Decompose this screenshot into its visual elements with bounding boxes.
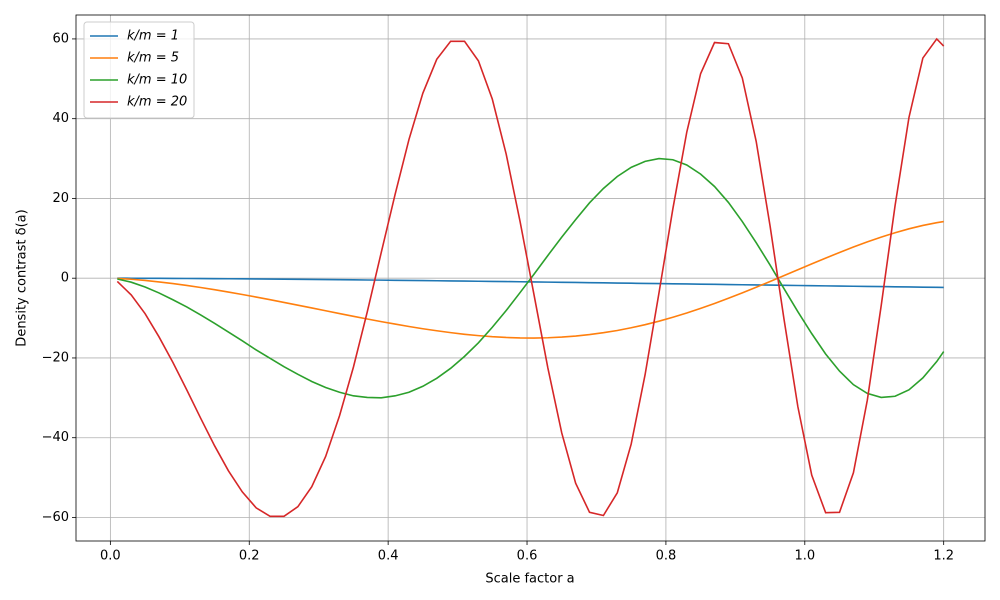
x-tick-label: 0.8: [656, 549, 677, 564]
y-tick-label: 20: [52, 191, 69, 206]
series-line: [117, 220, 944, 339]
x-tick-label: 0.4: [378, 549, 399, 564]
y-axis-label: Density contrast δ(a): [15, 209, 30, 346]
legend-label: k/m = 1: [127, 29, 179, 44]
plot-frame: [75, 14, 986, 542]
x-axis-label: Scale factor a: [485, 572, 574, 587]
legend-label: k/m = 20: [127, 95, 187, 110]
y-tick-label: 0: [61, 271, 69, 286]
legend: k/m = 1 k/m = 5 k/m = 10 k/m = 20: [83, 21, 195, 119]
y-tick-label: 40: [52, 111, 69, 126]
legend-box: [83, 21, 195, 119]
legend-label: k/m = 5: [127, 51, 179, 66]
x-tick-label: 1.2: [933, 549, 954, 564]
legend-label: k/m = 10: [127, 73, 187, 88]
y-tick-label: −60: [42, 510, 69, 525]
x-tick-label: 0.6: [517, 549, 538, 564]
y-tick-label: −20: [42, 350, 69, 365]
series-line: [117, 157, 945, 399]
series-line: [116, 37, 945, 518]
x-tick-label: 1.0: [794, 549, 815, 564]
x-tick-label: 0.2: [239, 549, 260, 564]
series-line: [117, 277, 944, 289]
y-tick-label: 60: [52, 31, 69, 46]
x-tick-label: 0.0: [100, 549, 121, 564]
y-tick-label: −40: [42, 430, 69, 445]
